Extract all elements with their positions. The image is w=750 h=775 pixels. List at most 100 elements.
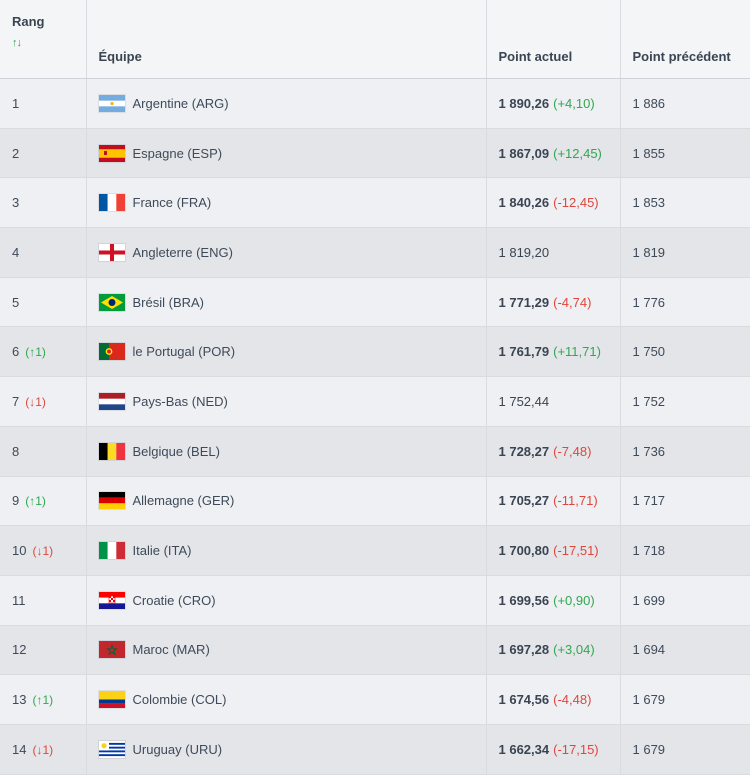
- current-points-value: 1 700,80: [498, 543, 550, 559]
- current-points-value: 1 890,26: [498, 95, 550, 111]
- previous-points-cell: 1 717: [620, 476, 750, 527]
- rank-value: 11: [12, 592, 26, 608]
- rank-cell: 5: [0, 277, 87, 328]
- team-name[interactable]: Belgique (BEL): [132, 443, 220, 459]
- team-name[interactable]: Uruguay (URU): [132, 741, 223, 757]
- table-row[interactable]: 3 France (FRA) 1 840,26 (-12,45) 1 853: [0, 177, 750, 229]
- current-points-value: 1 697,28: [498, 642, 550, 658]
- rank-cell: 14 (↓1): [0, 724, 87, 775]
- table-body: 1 Argentine (ARG) 1 890,26 (+4,10) 1 886 2 Esp…: [0, 78, 750, 775]
- table-row[interactable]: 8 Belgique (BEL) 1 728,27 (-7,48) 1 736: [0, 426, 750, 477]
- table-row[interactable]: 2 Espagne (ESP) 1 867,09 (+12,45) 1 855: [0, 128, 750, 179]
- team-cell[interactable]: Italie (ITA): [86, 525, 487, 576]
- belgium-flag-icon: [98, 442, 125, 460]
- current-header-label: Point actuel: [498, 49, 573, 64]
- italy-flag-icon: [98, 542, 125, 560]
- previous-points-column-header[interactable]: Point précédent: [620, 0, 750, 79]
- current-points-column-header[interactable]: Point actuel: [486, 0, 621, 79]
- previous-points-cell: 1 736: [620, 426, 750, 477]
- table-row[interactable]: 6 (↑1) le Portugal (POR) 1 761,79 (+11,71) 1 …: [0, 326, 750, 378]
- table-row[interactable]: 12 Maroc (MAR) 1 697,28 (+3,04) 1 694: [0, 625, 750, 676]
- current-points-value: 1 752,44: [498, 393, 550, 409]
- uruguay-flag-icon: [98, 740, 125, 758]
- team-name[interactable]: Pays-Bas (NED): [132, 394, 228, 409]
- team-name[interactable]: Allemagne (GER): [132, 493, 235, 509]
- team-cell[interactable]: Pays-Bas (NED): [86, 376, 487, 427]
- table-row[interactable]: 10 (↓1) Italie (ITA) 1 700,80 (-17,51) 1 718: [0, 525, 750, 576]
- rank-change-badge: (↑1): [25, 494, 46, 509]
- morocco-flag-icon: [98, 641, 125, 659]
- portugal-flag-icon: [98, 343, 125, 361]
- team-cell[interactable]: Argentine (ARG): [86, 78, 487, 129]
- table-row[interactable]: 9 (↑1) Allemagne (GER) 1 705,27 (-11,71) 1 71…: [0, 476, 750, 527]
- rank-cell: 8: [0, 426, 87, 477]
- points-delta: (-7,48): [553, 443, 592, 459]
- team-cell[interactable]: Belgique (BEL): [86, 426, 487, 477]
- team-cell[interactable]: Colombie (COL): [86, 674, 487, 725]
- points-delta: (-4,74): [553, 294, 592, 310]
- current-points-cell: 1 674,56 (-4,48): [486, 674, 621, 725]
- previous-points-value: 1 717: [632, 493, 666, 509]
- rank-value: 12: [12, 642, 27, 658]
- table-row[interactable]: 7 (↓1) Pays-Bas (NED) 1 752,44 1 752: [0, 376, 750, 427]
- team-cell[interactable]: Uruguay (URU): [86, 724, 487, 775]
- previous-points-cell: 1 679: [620, 674, 750, 725]
- rank-column-header[interactable]: Rang ↑↓: [0, 0, 87, 79]
- team-name[interactable]: Italie (ITA): [132, 543, 192, 559]
- previous-points-value: 1 886: [632, 95, 666, 111]
- team-name[interactable]: Croatie (CRO): [132, 592, 216, 608]
- table-row[interactable]: 14 (↓1) Uruguay (URU) 1 662,34 (-17,15) 1 679: [0, 724, 750, 775]
- previous-header-label: Point précédent: [632, 49, 731, 64]
- previous-points-cell: 1 694: [620, 625, 750, 676]
- rank-value: 9: [12, 493, 20, 509]
- table-row[interactable]: 4 Angleterre (ENG) 1 819,20 1 819: [0, 227, 750, 278]
- team-name[interactable]: Espagne (ESP): [132, 145, 223, 161]
- team-name[interactable]: Argentine (ARG): [132, 95, 229, 111]
- team-cell[interactable]: Allemagne (GER): [86, 476, 487, 527]
- points-delta: (-17,51): [553, 543, 599, 559]
- team-cell[interactable]: Angleterre (ENG): [86, 227, 487, 278]
- team-cell[interactable]: France (FRA): [86, 177, 487, 229]
- current-points-value: 1 761,79: [498, 344, 550, 360]
- table-row[interactable]: 11 Croatie (CRO) 1 699,56 (+0,90) 1 699: [0, 575, 750, 626]
- team-name[interactable]: Brésil (BRA): [132, 294, 205, 310]
- rank-value: 14: [12, 741, 27, 757]
- current-points-cell: 1 819,20: [486, 227, 621, 278]
- current-points-value: 1 705,27: [498, 493, 550, 509]
- rank-change-badge: (↓1): [32, 544, 54, 559]
- rank-value: 3: [12, 195, 20, 211]
- rank-header-label: Rang: [12, 14, 45, 29]
- current-points-cell: 1 699,56 (+0,90): [486, 575, 621, 626]
- rank-value: 5: [12, 294, 20, 310]
- previous-points-cell: 1 886: [620, 78, 750, 129]
- england-flag-icon: [98, 243, 125, 261]
- team-cell[interactable]: le Portugal (POR): [86, 326, 487, 378]
- rank-cell: 12: [0, 625, 87, 676]
- team-cell[interactable]: Brésil (BRA): [86, 277, 487, 328]
- team-name[interactable]: Colombie (COL): [132, 692, 227, 708]
- brazil-flag-icon: [98, 293, 125, 311]
- rank-change-badge: (↑1): [25, 345, 46, 360]
- previous-points-value: 1 752: [632, 393, 666, 409]
- current-points-value: 1 771,29: [498, 294, 550, 310]
- team-cell[interactable]: Maroc (MAR): [86, 625, 487, 676]
- team-name[interactable]: le Portugal (POR): [132, 344, 236, 360]
- rank-cell: 11: [0, 575, 87, 626]
- team-header-label: Équipe: [98, 49, 142, 64]
- sort-icon[interactable]: ↑↓: [12, 37, 22, 49]
- rank-change-badge: (↑1): [32, 693, 54, 708]
- table-row[interactable]: 5 Brésil (BRA) 1 771,29 (-4,74) 1 776: [0, 277, 750, 328]
- rank-value: 8: [12, 443, 20, 459]
- previous-points-value: 1 853: [632, 195, 666, 211]
- team-name[interactable]: Maroc (MAR): [132, 642, 210, 658]
- team-column-header[interactable]: Équipe: [86, 0, 487, 79]
- table-row[interactable]: 1 Argentine (ARG) 1 890,26 (+4,10) 1 886: [0, 78, 750, 129]
- table-row[interactable]: 13 (↑1) Colombie (COL) 1 674,56 (-4,48) 1 679: [0, 674, 750, 725]
- team-cell[interactable]: Espagne (ESP): [86, 128, 487, 179]
- team-name[interactable]: Angleterre (ENG): [132, 244, 233, 260]
- france-flag-icon: [98, 194, 125, 212]
- team-cell[interactable]: Croatie (CRO): [86, 575, 487, 626]
- table-header: Rang ↑↓ Équipe Point actuel Point précéd…: [0, 0, 750, 79]
- team-name[interactable]: France (FRA): [132, 195, 212, 211]
